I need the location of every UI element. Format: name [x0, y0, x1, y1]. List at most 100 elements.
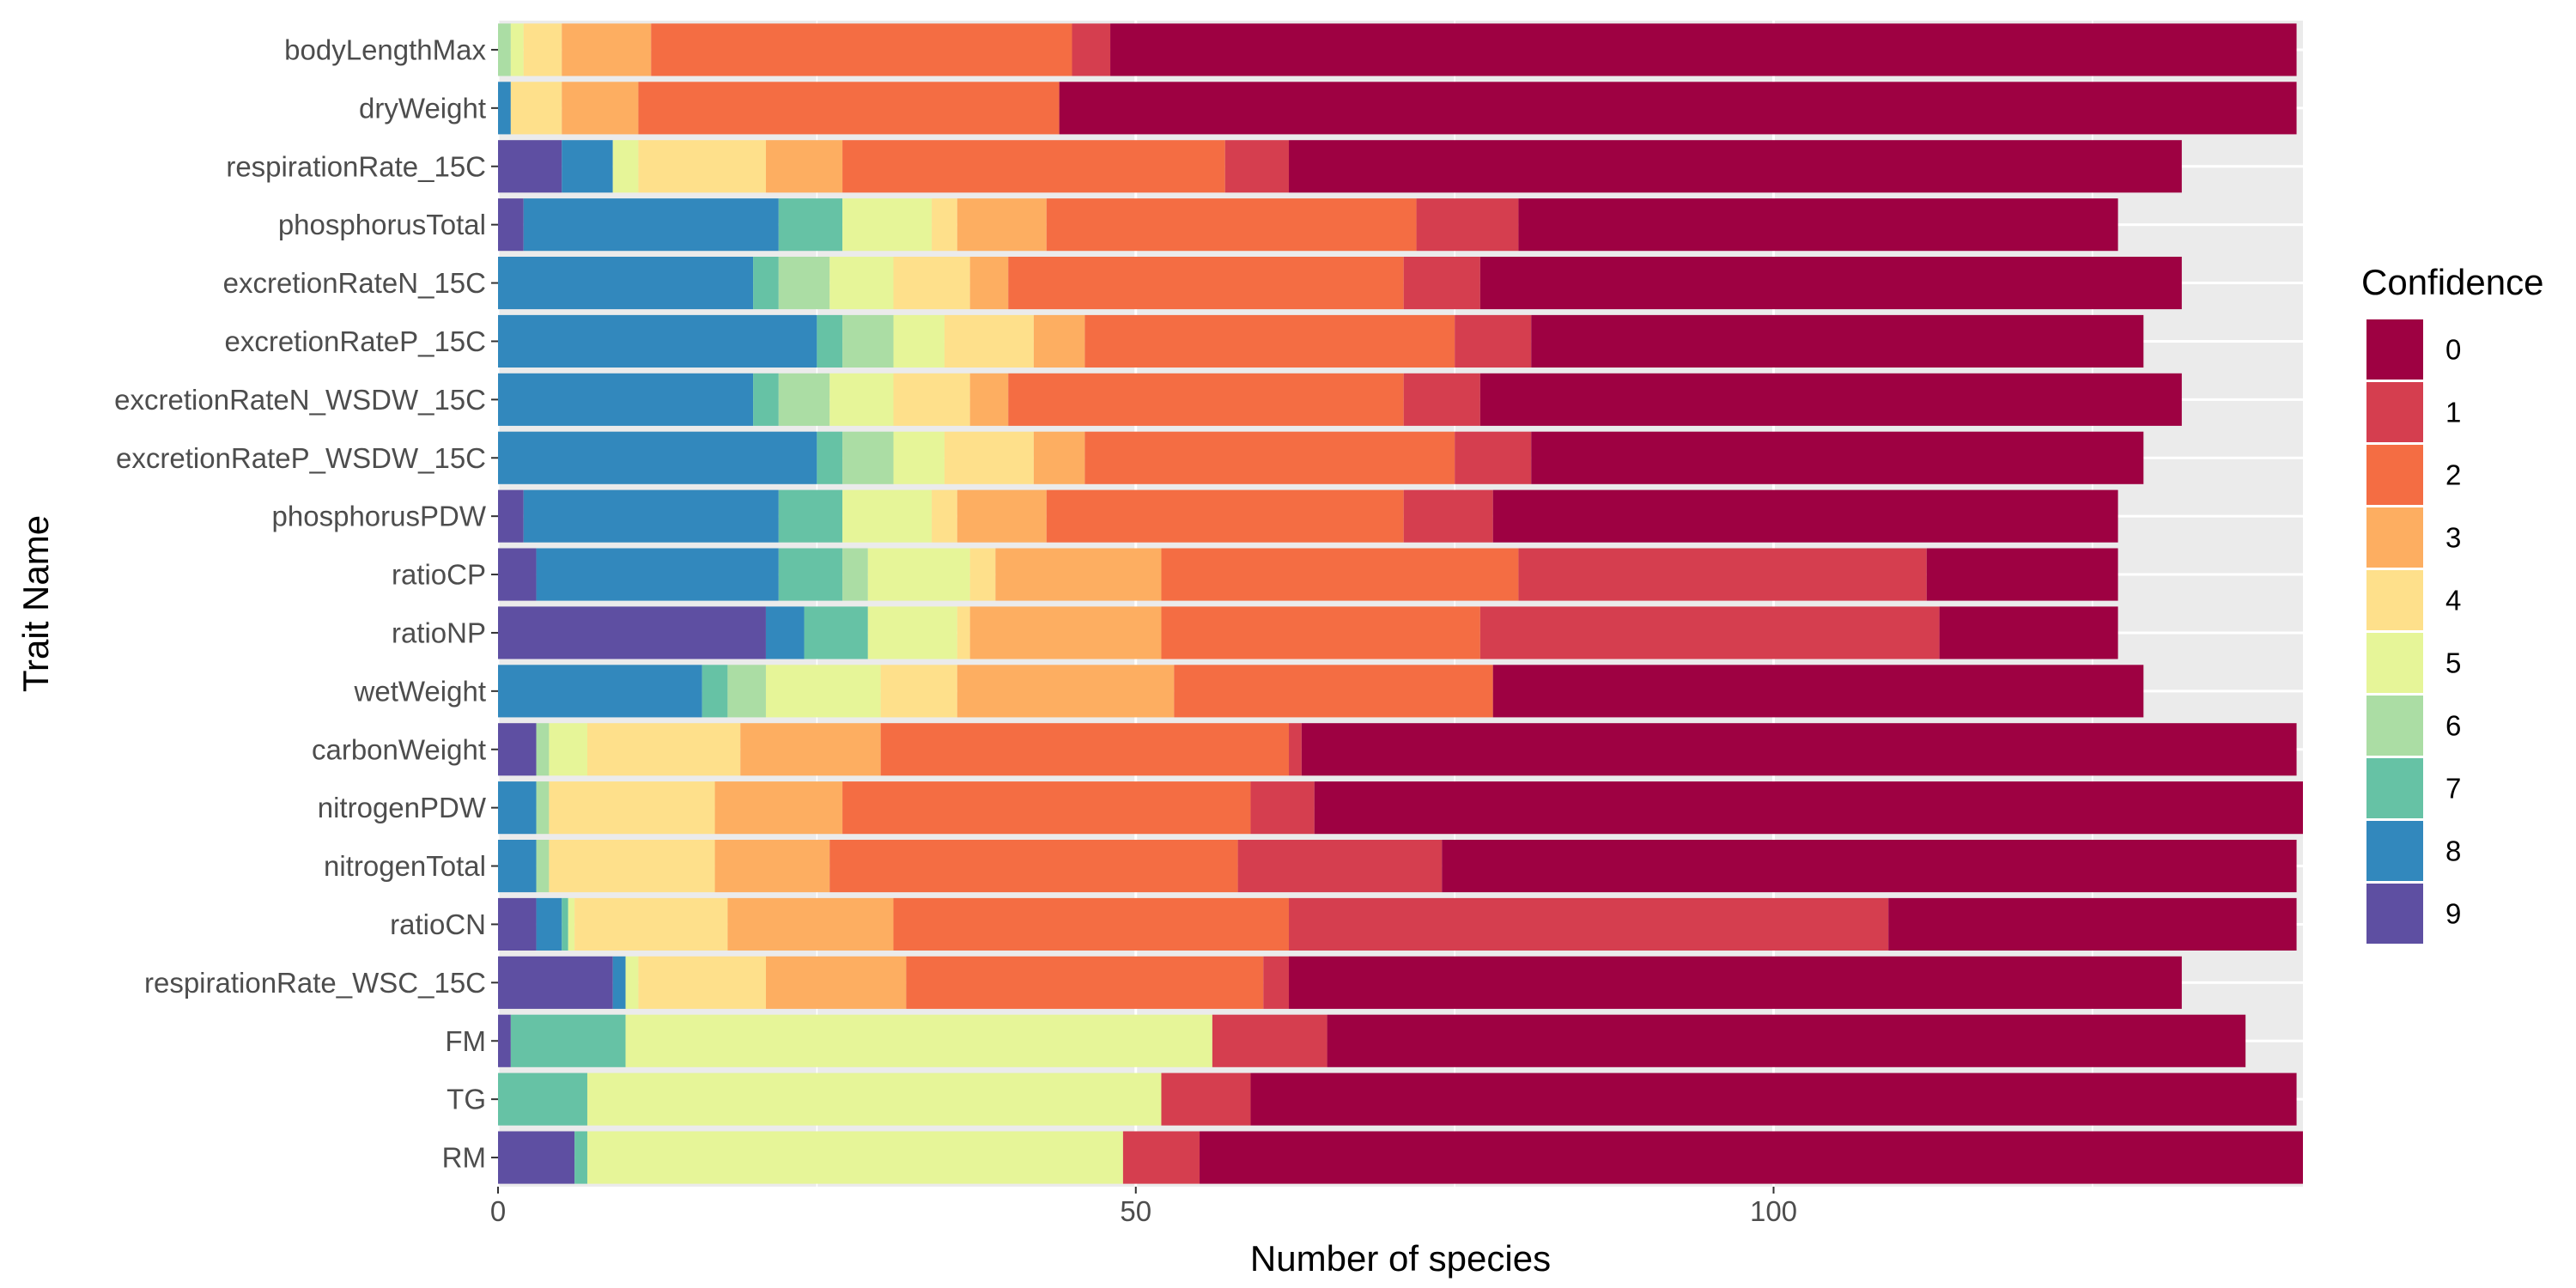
- bar-segment: [498, 839, 537, 893]
- bar-segment: [498, 431, 817, 484]
- bar-segment: [714, 839, 830, 893]
- bar-segment: [1416, 198, 1519, 252]
- bar-segment: [778, 256, 830, 310]
- bar-segment: [625, 956, 639, 1009]
- bar-segment: [778, 548, 843, 601]
- bar-segment: [867, 606, 957, 659]
- bar-segment: [638, 956, 766, 1009]
- legend-label: 8: [2445, 835, 2461, 867]
- bar-segment: [1263, 956, 1290, 1009]
- bar-segment: [880, 723, 1290, 776]
- bar-segment: [498, 1131, 575, 1184]
- legend: Confidence 0 1 2 3 4 5 6 7 8 9: [2361, 262, 2543, 944]
- bar-segment: [740, 723, 881, 776]
- bar-segment: [702, 665, 728, 718]
- bar-segment: [1046, 489, 1404, 543]
- bar-segment: [536, 781, 550, 835]
- bar-segment: [1479, 373, 2182, 426]
- bar-segment: [1200, 1131, 2303, 1184]
- bar-segment: [562, 82, 639, 135]
- bar-segment: [842, 198, 933, 252]
- bar-segment: [510, 82, 562, 135]
- bar-segment: [510, 23, 524, 76]
- bar-segment: [1327, 1014, 2246, 1067]
- bar-segment: [817, 431, 843, 484]
- bar-segment: [1008, 373, 1404, 426]
- bar-segment: [638, 82, 1060, 135]
- bar-segment: [765, 665, 881, 718]
- bar-segment: [1403, 489, 1493, 543]
- bar-segment: [498, 373, 754, 426]
- bar-segment: [1403, 373, 1480, 426]
- bar-segment: [765, 956, 907, 1009]
- bar-segment: [765, 140, 843, 193]
- bar-segment: [1492, 489, 2118, 543]
- bar-segment: [586, 1131, 1123, 1184]
- bar-segment: [957, 198, 1047, 252]
- bar-segment: [893, 431, 945, 484]
- bar-segment: [1518, 198, 2118, 252]
- legend-key: [2366, 884, 2423, 944]
- bar-segment: [1479, 256, 2182, 310]
- legend-title: Confidence: [2361, 262, 2543, 302]
- bars: [498, 23, 2303, 1184]
- bar-segment: [1289, 723, 1302, 776]
- legend-label: 9: [2445, 898, 2461, 930]
- y-tick-label: phosphorusPDW: [272, 501, 487, 532]
- bar-segment: [1455, 431, 1532, 484]
- bar-segment: [1174, 665, 1493, 718]
- y-tick-label: FM: [445, 1025, 486, 1057]
- legend-key: [2366, 696, 2423, 756]
- bar-segment: [568, 897, 575, 951]
- y-tick-label: excretionRateP_15C: [224, 325, 486, 357]
- legend-label: 2: [2445, 459, 2461, 491]
- bar-segment: [498, 140, 562, 193]
- legend-label: 1: [2445, 397, 2461, 428]
- bar-segment: [893, 314, 945, 368]
- legend-key: [2366, 445, 2423, 505]
- bar-segment: [586, 723, 741, 776]
- y-tick-label: excretionRateP_WSDW_15C: [116, 442, 486, 474]
- bar-segment: [1289, 140, 2182, 193]
- bar-segment: [1033, 431, 1085, 484]
- bar-segment: [957, 489, 1047, 543]
- bar-segment: [969, 606, 1162, 659]
- bar-segment: [612, 140, 639, 193]
- bar-segment: [1403, 256, 1480, 310]
- legend-label: 4: [2445, 585, 2461, 617]
- y-axis-title: Trait Name: [15, 515, 56, 692]
- y-tick-label: wetWeight: [354, 675, 486, 707]
- bar-segment: [778, 373, 830, 426]
- bar-segment: [1250, 781, 1315, 835]
- bar-segment: [1084, 314, 1455, 368]
- x-tick-label: 0: [490, 1195, 506, 1227]
- bar-segment: [765, 606, 805, 659]
- bar-segment: [1161, 1072, 1251, 1126]
- bar-segment: [1455, 314, 1532, 368]
- bar-segment: [523, 198, 779, 252]
- legend-key: [2366, 319, 2423, 380]
- bar-segment: [842, 548, 868, 601]
- bar-segment: [549, 839, 715, 893]
- bar-segment: [498, 956, 613, 1009]
- legend-label: 0: [2445, 334, 2461, 366]
- bar-segment: [625, 1014, 1212, 1067]
- y-tick-label: RM: [442, 1142, 486, 1174]
- bar-segment: [1110, 23, 2297, 76]
- bar-segment: [586, 1072, 1162, 1126]
- bar-segment: [498, 1014, 511, 1067]
- bar-segment: [498, 1072, 587, 1126]
- bar-segment: [969, 548, 996, 601]
- legend-key: [2366, 758, 2423, 818]
- bar-segment: [969, 373, 1009, 426]
- x-tick-label: 50: [1120, 1195, 1151, 1227]
- bar-segment: [1301, 723, 2297, 776]
- legend-key: [2366, 633, 2423, 693]
- y-tick-label: respirationRate_WSC_15C: [144, 967, 486, 999]
- bar-segment: [498, 256, 754, 310]
- y-tick-label: dryWeight: [359, 92, 486, 124]
- bar-segment: [1212, 1014, 1327, 1067]
- bar-segment: [829, 839, 1238, 893]
- bar-segment: [562, 897, 568, 951]
- bar-segment: [498, 897, 537, 951]
